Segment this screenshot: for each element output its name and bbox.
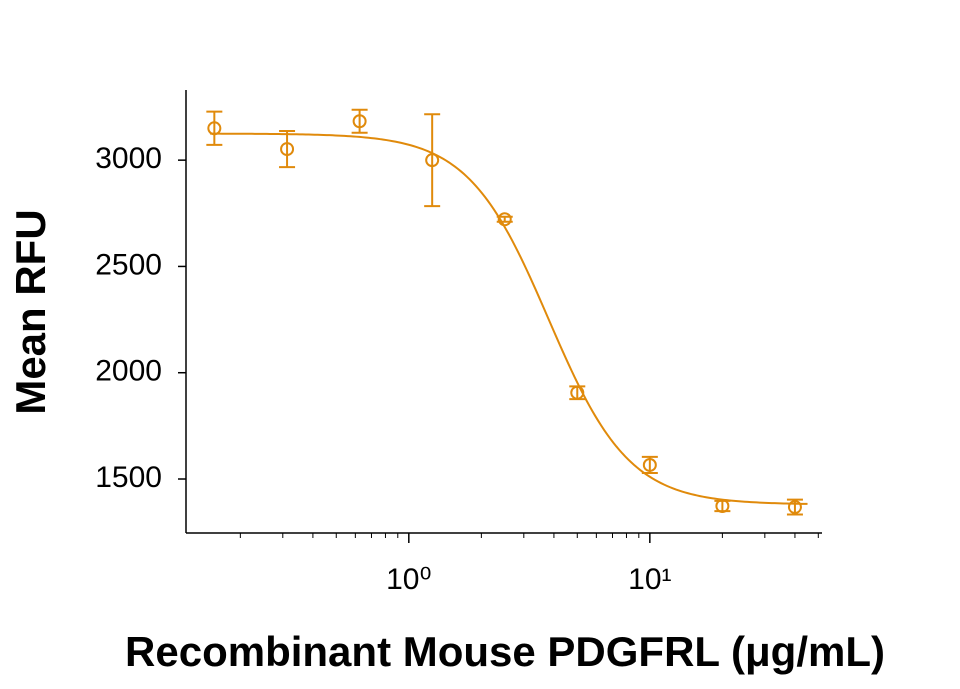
error-bar: [206, 110, 223, 146]
point: [787, 500, 802, 515]
y-tick-label: 3000: [95, 142, 162, 175]
point: [642, 457, 657, 472]
x-axis-title: Recombinant Mouse PDGFRL (μg/mL): [125, 628, 885, 675]
error-bar: [279, 130, 296, 169]
y-axis-title: Mean RFU: [7, 209, 54, 414]
y-tick-label: 1500: [95, 461, 162, 494]
error-bar: [424, 113, 441, 208]
point: [570, 385, 585, 400]
x-tick-label: 10¹: [628, 563, 671, 596]
y-tick-label: 2500: [95, 248, 162, 281]
point: [497, 212, 512, 227]
error-bar: [351, 108, 368, 134]
y-tick-label: 2000: [95, 355, 162, 388]
point: [207, 121, 222, 136]
point: [425, 153, 440, 168]
point: [715, 499, 730, 514]
point: [352, 114, 367, 129]
fit-curve: [210, 132, 808, 505]
point: [280, 142, 295, 157]
x-tick-label: 10⁰: [386, 563, 431, 596]
error-bar: [786, 498, 803, 516]
